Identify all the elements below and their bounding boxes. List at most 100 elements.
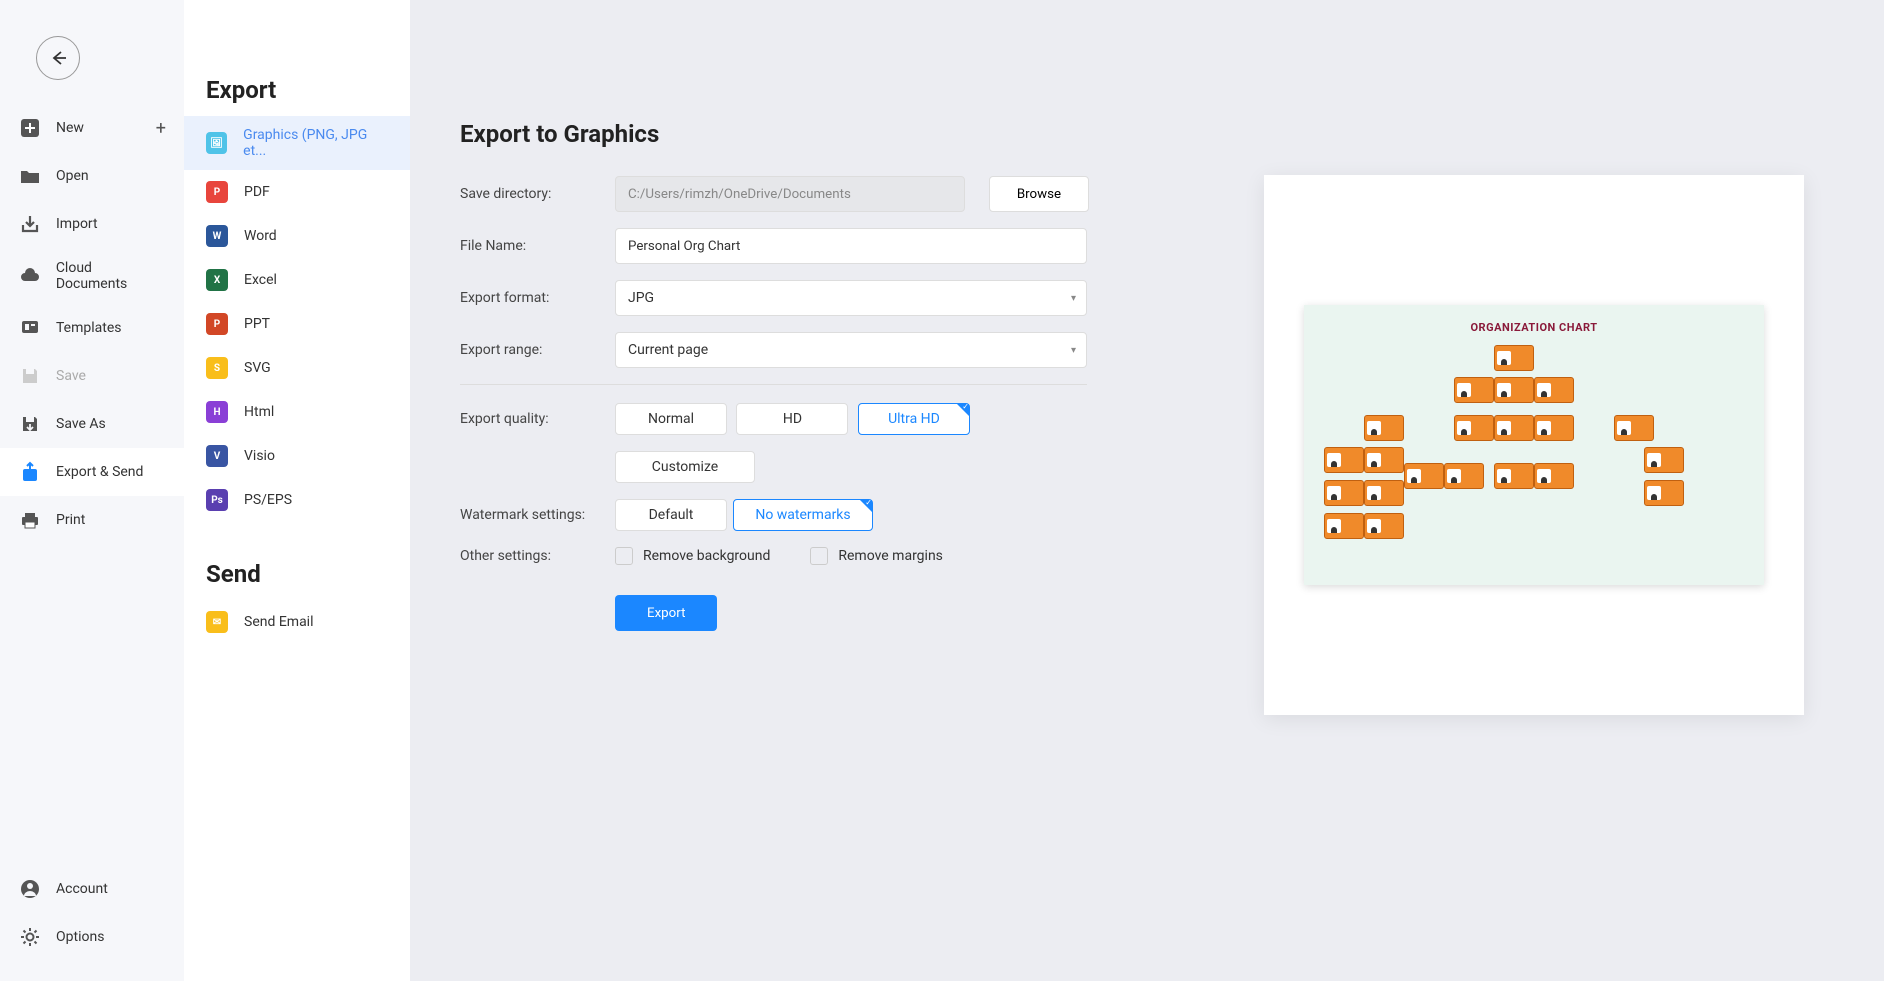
watermark-label: Watermark settings: <box>460 507 615 523</box>
nav-save-as[interactable]: Save As <box>0 400 184 448</box>
nav-templates[interactable]: Templates <box>0 304 184 352</box>
format-item-svg[interactable]: SSVG <box>184 346 410 390</box>
org-node <box>1494 377 1534 403</box>
save-dir-label: Save directory: <box>460 186 615 202</box>
format-label: Excel <box>244 272 277 288</box>
org-node <box>1364 447 1404 473</box>
nav-cloud[interactable]: Cloud Documents <box>0 248 184 304</box>
org-node <box>1494 345 1534 371</box>
nav-label: Templates <box>56 320 122 336</box>
other-label: Other settings: <box>460 548 615 564</box>
nav-label: Save As <box>56 416 106 432</box>
org-node <box>1534 463 1574 489</box>
format-item-html[interactable]: H Html <box>184 390 410 434</box>
watermark-default[interactable]: Default <box>615 499 727 531</box>
save-as-icon <box>18 412 42 436</box>
send-section-title: Send <box>184 552 410 600</box>
nav-print[interactable]: Print <box>0 496 184 544</box>
format-label: Html <box>244 404 274 420</box>
quality-ultra-hd[interactable]: Ultra HD <box>858 403 970 435</box>
org-node <box>1364 513 1404 539</box>
back-button[interactable] <box>36 36 80 80</box>
format-item-ppt[interactable]: P PPT <box>184 302 410 346</box>
export-icon <box>18 460 42 484</box>
plus-box-icon <box>18 116 42 140</box>
org-node <box>1644 480 1684 506</box>
browse-button[interactable]: Browse <box>989 176 1089 212</box>
nav-export-send[interactable]: Export & Send <box>0 448 184 496</box>
format-item-excel[interactable]: X Excel <box>184 258 410 302</box>
format-icon: Ps <box>206 489 228 511</box>
format-item-word[interactable]: W Word <box>184 214 410 258</box>
quality-normal[interactable]: Normal <box>615 403 727 435</box>
org-node <box>1494 463 1534 489</box>
quality-hd[interactable]: HD <box>736 403 848 435</box>
nav-label: Open <box>56 168 89 184</box>
nav-label: Import <box>56 216 98 232</box>
save-icon <box>18 364 42 388</box>
org-node <box>1324 480 1364 506</box>
import-icon <box>18 212 42 236</box>
org-node <box>1614 415 1654 441</box>
format-label: Export format: <box>460 290 615 306</box>
org-node <box>1324 513 1364 539</box>
watermark-none[interactable]: No watermarks <box>733 499 873 531</box>
format-icon: P <box>206 181 228 203</box>
remove-margins-checkbox[interactable] <box>810 547 828 565</box>
secondary-sidebar: Export 🖼Graphics (PNG, JPG et... P PDF W Wor… <box>184 0 410 981</box>
format-icon: X <box>206 269 228 291</box>
main-panel: Export to Graphics Save directory: Brows… <box>410 0 1884 981</box>
org-node <box>1644 447 1684 473</box>
format-label: PPT <box>244 316 270 332</box>
export-button[interactable]: Export <box>615 595 717 631</box>
format-item-pdf[interactable]: P PDF <box>184 170 410 214</box>
nav-label: New <box>56 120 84 136</box>
nav-label: Export & Send <box>56 464 143 480</box>
org-node <box>1444 463 1484 489</box>
nav-save: Save <box>0 352 184 400</box>
export-section-title: Export <box>184 68 410 116</box>
nav-label: Options <box>56 929 104 945</box>
save-dir-input[interactable] <box>615 176 965 212</box>
remove-bg-checkbox[interactable] <box>615 547 633 565</box>
remove-bg-label: Remove background <box>643 548 770 564</box>
plus-icon[interactable]: + <box>156 118 166 139</box>
format-icon: W <box>206 225 228 247</box>
format-icon: P <box>206 313 228 335</box>
file-name-input[interactable] <box>615 228 1087 264</box>
page-heading: Export to Graphics <box>460 120 1834 148</box>
chart-title: ORGANIZATION CHART <box>1304 321 1764 334</box>
format-label: Graphics (PNG, JPG et... <box>243 127 388 159</box>
nav-label: Print <box>56 512 85 528</box>
format-label: Word <box>244 228 277 244</box>
format-icon: H <box>206 401 228 423</box>
nav-options[interactable]: Options <box>0 913 184 961</box>
format-label: Visio <box>244 448 275 464</box>
nav-account[interactable]: Account <box>0 865 184 913</box>
account-icon <box>18 877 42 901</box>
format-select[interactable]: JPG <box>615 280 1087 316</box>
preview-panel: ORGANIZATION CHART <box>1264 175 1804 715</box>
arrow-left-icon <box>48 48 68 68</box>
range-select[interactable]: Current page <box>615 332 1087 368</box>
format-item-visio[interactable]: VVisio <box>184 434 410 478</box>
customize-button[interactable]: Customize <box>615 451 755 483</box>
org-node <box>1494 415 1534 441</box>
gear-icon <box>18 925 42 949</box>
nav-import[interactable]: Import <box>0 200 184 248</box>
format-item-graphicspngjpget[interactable]: 🖼Graphics (PNG, JPG et... <box>184 116 410 170</box>
nav-open[interactable]: Open <box>0 152 184 200</box>
org-node <box>1534 415 1574 441</box>
format-label: SVG <box>244 360 271 376</box>
format-label: PDF <box>244 184 270 200</box>
format-label: PS/EPS <box>244 492 292 508</box>
nav-new[interactable]: New + <box>0 104 184 152</box>
format-item-pseps[interactable]: Ps PS/EPS <box>184 478 410 522</box>
org-node <box>1404 463 1444 489</box>
nav-label: Cloud Documents <box>56 260 166 292</box>
file-name-label: File Name: <box>460 238 615 254</box>
org-node <box>1454 377 1494 403</box>
print-icon <box>18 508 42 532</box>
org-node <box>1534 377 1574 403</box>
send-item-email[interactable]: ✉Send Email <box>184 600 410 644</box>
